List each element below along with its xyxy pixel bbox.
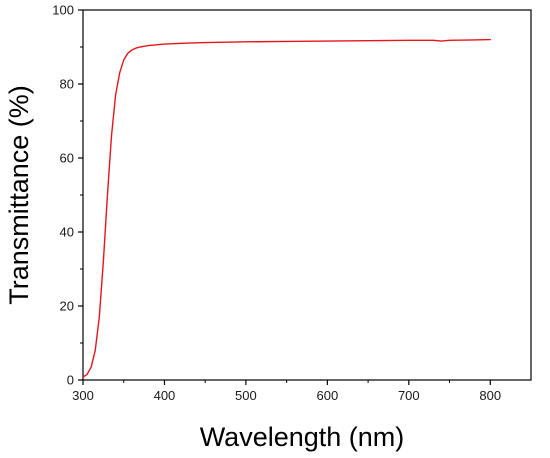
y-tick-label: 100 <box>52 3 74 18</box>
y-axis-label: Transmittance (%) <box>4 85 34 305</box>
x-tick-label: 400 <box>154 388 176 403</box>
x-tick-label: 800 <box>479 388 501 403</box>
x-tick-label: 700 <box>398 388 420 403</box>
x-axis-ticks: 300 400 500 600 700 800 <box>72 380 501 403</box>
y-tick-label: 20 <box>60 299 74 314</box>
y-axis-ticks: 0 20 40 60 80 100 <box>52 3 83 388</box>
transmittance-series-line <box>82 38 491 378</box>
x-tick-label: 300 <box>72 388 94 403</box>
y-tick-label: 0 <box>67 373 74 388</box>
y-tick-label: 40 <box>60 225 74 240</box>
y-tick-label: 80 <box>60 77 74 92</box>
x-tick-label: 600 <box>317 388 339 403</box>
plot-area <box>82 9 532 381</box>
x-axis-label: Wavelength (nm) <box>200 422 405 452</box>
plot-frame <box>82 9 532 381</box>
y-tick-label: 60 <box>60 151 74 166</box>
x-tick-label: 500 <box>235 388 257 403</box>
